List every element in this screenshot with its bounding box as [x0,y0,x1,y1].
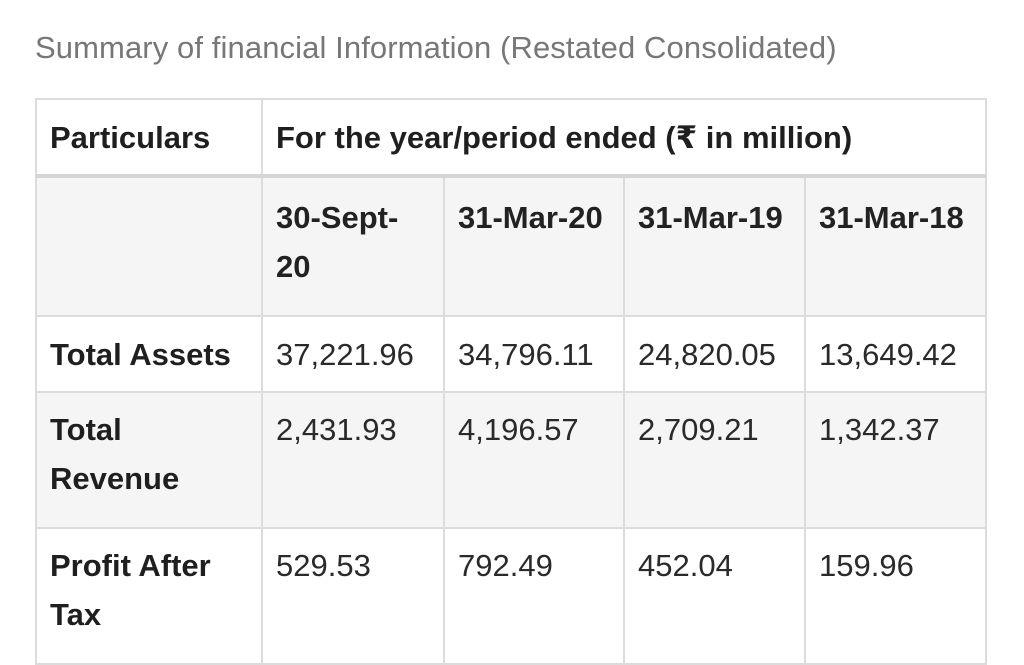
table-row: Profit After Tax 529.53 792.49 452.04 15… [35,527,987,665]
date-cell: 31-Mar-18 [804,175,987,317]
value-cell: 792.49 [443,527,625,665]
row-label: Profit After Tax [35,527,263,665]
value-cell: 529.53 [261,527,445,665]
table-header-row: Particulars For the year/period ended (₹… [35,98,987,178]
table-row: Total Revenue 2,431.93 4,196.57 2,709.21… [35,391,987,529]
empty-header-cell [35,175,263,317]
value-cell: 2,431.93 [261,391,445,529]
value-cell: 2,709.21 [623,391,806,529]
table-row: Total Assets 37,221.96 34,796.11 24,820.… [35,315,987,393]
row-label: Total Revenue [35,391,263,529]
value-cell: 452.04 [623,527,806,665]
date-cell: 31-Mar-20 [443,175,625,317]
financial-summary-table: Particulars For the year/period ended (₹… [35,98,987,665]
date-header-row: 30-Sept-20 31-Mar-20 31-Mar-19 31-Mar-18 [35,175,987,317]
value-cell: 34,796.11 [443,315,625,393]
value-cell: 13,649.42 [804,315,987,393]
date-cell: 31-Mar-19 [623,175,806,317]
value-cell: 24,820.05 [623,315,806,393]
row-label: Total Assets [35,315,263,393]
value-cell: 159.96 [804,527,987,665]
table-caption: Summary of financial Information (Restat… [35,30,837,65]
value-cell: 4,196.57 [443,391,625,529]
header-period: For the year/period ended (₹ in million) [261,98,987,178]
date-cell: 30-Sept-20 [261,175,445,317]
value-cell: 1,342.37 [804,391,987,529]
header-particulars: Particulars [35,98,263,178]
value-cell: 37,221.96 [261,315,445,393]
